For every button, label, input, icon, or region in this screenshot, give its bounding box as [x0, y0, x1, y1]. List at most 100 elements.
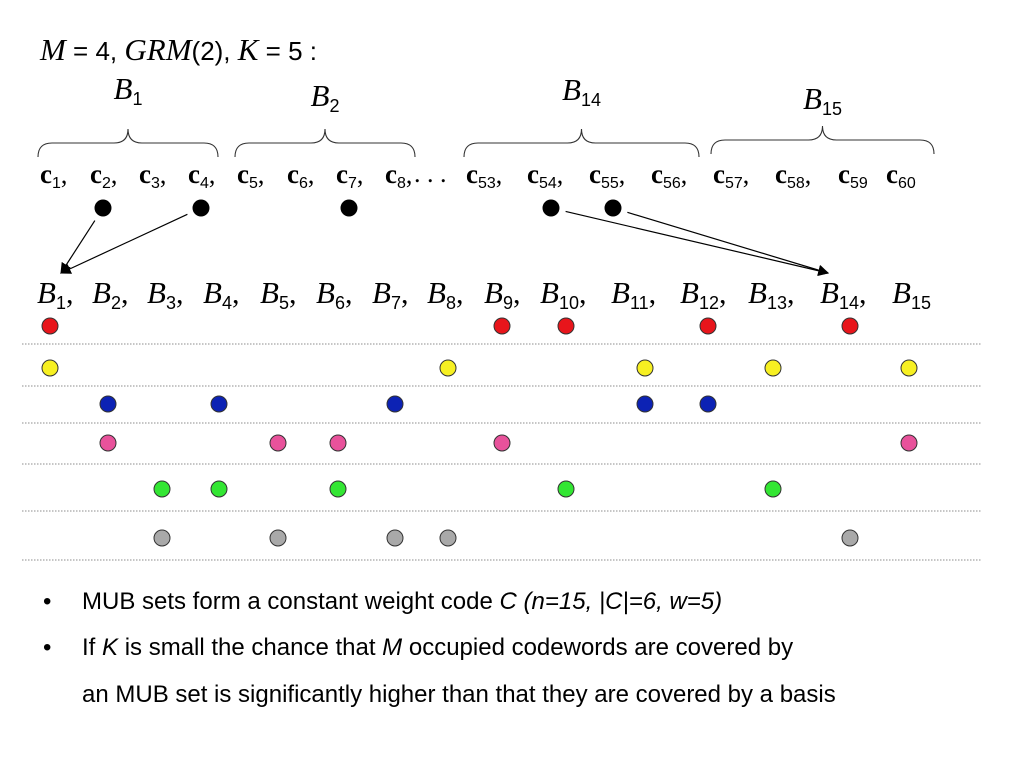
- mub-set-1-dot-B10: [557, 317, 575, 335]
- codeword-symbol: c: [589, 159, 601, 189]
- base-subscript: 12: [698, 293, 719, 313]
- base-symbol: B: [748, 275, 767, 310]
- codeword-subscript: 7: [347, 175, 357, 192]
- mub-set-2-dot-B1: [41, 359, 59, 377]
- codeword-separator: ,: [405, 160, 413, 189]
- mub-set-4-dot-B15: [900, 434, 918, 452]
- mub-set-3-dot-B7: [386, 395, 404, 413]
- group-brace-B15: [710, 125, 935, 155]
- base-B9: B9,: [484, 275, 520, 317]
- base-B5: B5,: [260, 275, 296, 317]
- arrow-c4-to-B1: [60, 213, 188, 274]
- mub-set-3-dot-B4: [210, 395, 228, 413]
- base-subscript: 15: [910, 293, 931, 313]
- base-separator: ,: [344, 277, 353, 310]
- mub-set-5-dot-B4: [210, 480, 228, 498]
- group-brace-B14: [463, 128, 700, 158]
- base-B8: B8,: [427, 275, 463, 317]
- mub-set-4-dot-B9: [493, 434, 511, 452]
- arrow-c55-to-B14: [627, 211, 830, 276]
- codeword-subscript: 59: [849, 175, 868, 192]
- base-B14: B14,: [820, 275, 866, 317]
- group-label-subscript: 1: [132, 89, 143, 109]
- codeword-symbol: c: [713, 159, 725, 189]
- group-label-symbol: B: [113, 71, 133, 106]
- codeword-c2: c2,: [90, 158, 117, 195]
- group-label-symbol: B: [803, 81, 822, 116]
- mub-set-5-dot-B6: [329, 480, 347, 498]
- mub-set-1-dot-B12: [699, 317, 717, 335]
- base-separator: ,: [578, 277, 587, 310]
- variable-K: K: [237, 32, 259, 67]
- mub-set-3-dot-B12: [699, 395, 717, 413]
- base-symbol: B: [37, 275, 56, 310]
- group-brace-B1: [37, 128, 219, 158]
- group-label-B2: B2: [311, 79, 340, 119]
- codeword-subscript: 60: [897, 175, 916, 192]
- occupied-codeword-dot-c4: [192, 199, 210, 217]
- codeword-c58: c58,: [775, 158, 811, 195]
- mub-set-3-dot-B2: [99, 395, 117, 413]
- codeword-symbol: c: [775, 159, 787, 189]
- bullet-1-text: MUB sets form a constant weight code C (…: [82, 588, 722, 616]
- base-separator: ,: [512, 277, 521, 310]
- mub-set-5-dot-B10: [557, 480, 575, 498]
- codeword-separator: ,: [356, 160, 364, 189]
- base-subscript: 6: [334, 293, 345, 313]
- codeword-subscript: 1: [51, 175, 61, 192]
- codeword-c8: c8,: [385, 158, 412, 195]
- base-separator: ,: [718, 277, 727, 310]
- group-label-symbol: B: [562, 72, 581, 107]
- codeword-symbol: c: [385, 159, 397, 189]
- base-subscript: 13: [766, 293, 787, 313]
- codeword-c54: c54,: [527, 158, 563, 195]
- mub-set-1-dot-B1: [41, 317, 59, 335]
- base-subscript: 1: [55, 293, 66, 313]
- codeword-subscript: 53: [477, 175, 496, 192]
- codeword-subscript: 57: [724, 175, 743, 192]
- base-symbol: B: [540, 275, 559, 310]
- codeword-symbol: c: [466, 159, 478, 189]
- group-label-subscript: 15: [821, 99, 842, 119]
- variable-M: M: [40, 32, 66, 67]
- base-subscript: 4: [221, 293, 232, 313]
- base-B4: B4,: [203, 275, 239, 317]
- codeword-symbol: c: [886, 159, 898, 189]
- bullet-2-variable-K: K: [102, 634, 119, 661]
- codeword-symbol: c: [651, 159, 663, 189]
- bullet-2-text: If K is small the chance that M occupied…: [82, 634, 793, 662]
- bullet-2-variable-M: M: [382, 634, 403, 661]
- base-separator: ,: [455, 277, 464, 310]
- codeword-subscript: 5: [248, 175, 258, 192]
- mub-set-2-dot-B15: [900, 359, 918, 377]
- codeword-symbol: c: [287, 159, 299, 189]
- base-separator: ,: [175, 277, 184, 310]
- arrow-c54-to-B14: [565, 210, 830, 277]
- mub-set-6-dot-B5: [269, 529, 287, 547]
- base-subscript: 9: [502, 293, 513, 313]
- occupied-codeword-dot-c2: [94, 199, 112, 217]
- parameter-heading: M = 4, GRM(2), K = 5 :: [40, 32, 317, 74]
- base-separator: ,: [231, 277, 240, 310]
- base-symbol: B: [892, 275, 911, 310]
- bullet-1-text-part: MUB sets form a constant weight code: [82, 588, 500, 615]
- codeword-separator: ,: [159, 160, 167, 189]
- base-separator: ,: [65, 277, 74, 310]
- heading-text: = 5 :: [258, 36, 317, 66]
- base-separator: ,: [786, 277, 795, 310]
- base-symbol: B: [316, 275, 335, 310]
- codeword-c59: c59: [838, 158, 868, 195]
- codeword-separator: ,: [618, 160, 626, 189]
- base-separator: ,: [120, 277, 129, 310]
- codeword-subscript: 55: [600, 175, 619, 192]
- codeword-separator: ,: [208, 160, 216, 189]
- base-subscript: 8: [445, 293, 456, 313]
- codeword-c53: c53,: [466, 158, 502, 195]
- codeword-subscript: 2: [101, 175, 111, 192]
- base-separator: ,: [858, 277, 867, 310]
- codeword-subscript: 56: [662, 175, 681, 192]
- codeword-separator: ,: [742, 160, 750, 189]
- base-B12: B12,: [680, 275, 726, 317]
- bullet-2-text-part: If: [82, 634, 103, 661]
